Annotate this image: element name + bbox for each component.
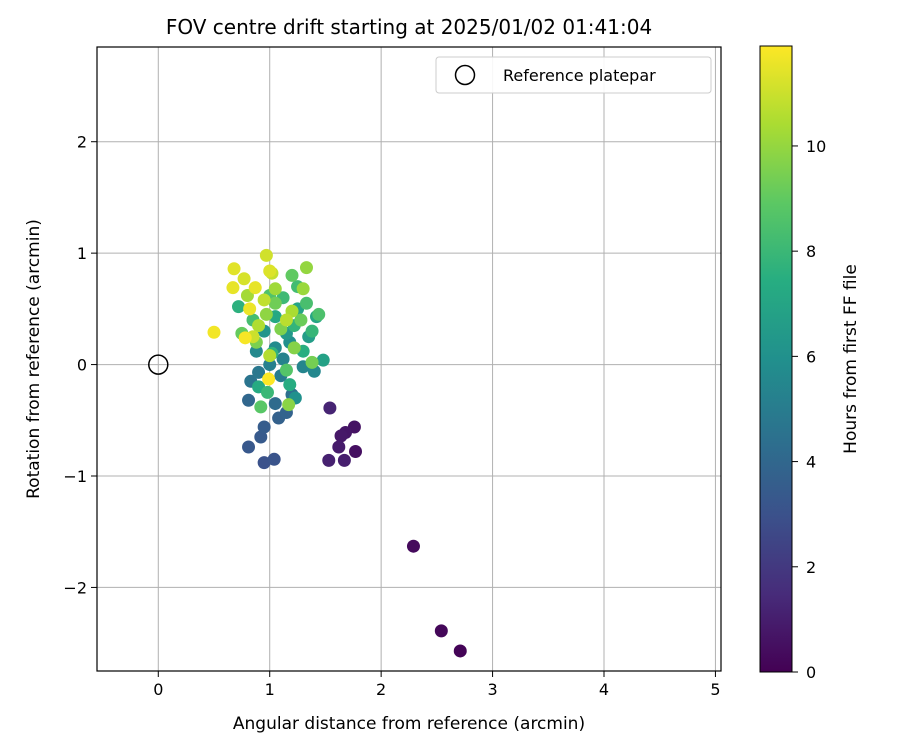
data-points: [207, 248, 467, 658]
data-point: [332, 440, 346, 454]
y-tick-label: 0: [77, 356, 87, 375]
legend-marker-icon: [454, 64, 476, 86]
data-point: [226, 281, 240, 295]
data-point: [227, 262, 241, 276]
y-axis: −2 −1 0 1 2: [63, 133, 97, 597]
x-tick-label: 3: [487, 680, 497, 699]
data-point: [268, 397, 282, 411]
data-point: [238, 331, 252, 345]
data-point: [262, 372, 276, 386]
data-point: [334, 429, 348, 443]
colorbar-label: Hours from first FF file: [841, 264, 861, 454]
data-point: [305, 324, 319, 338]
data-point: [316, 353, 330, 367]
reference-platepar-marker: [148, 354, 169, 375]
data-point: [263, 358, 277, 372]
data-point: [248, 281, 262, 295]
y-axis-label: Rotation from reference (arcmin): [24, 219, 44, 499]
data-point: [337, 453, 351, 467]
data-point: [282, 398, 296, 412]
data-point: [254, 430, 268, 444]
data-point: [296, 282, 310, 296]
data-point: [243, 302, 257, 316]
colorbar-tick-label: 0: [806, 663, 816, 682]
data-point: [406, 539, 420, 553]
colorbar-tick-label: 10: [806, 137, 826, 156]
x-tick-label: 0: [153, 680, 163, 699]
chart-title: FOV centre drift starting at 2025/01/02 …: [166, 15, 652, 39]
x-axis-label: Angular distance from reference (arcmin): [233, 714, 585, 734]
data-point: [259, 307, 273, 321]
data-point: [305, 355, 319, 369]
data-point: [349, 444, 363, 458]
data-point: [267, 452, 281, 466]
colorbar: 0 2 4 6 8 10 Hours from first FF file: [759, 45, 861, 682]
colorbar-tick-label: 6: [806, 347, 816, 366]
data-point: [257, 420, 271, 434]
data-point: [323, 401, 337, 415]
data-point: [257, 456, 271, 470]
y-tick-label: 2: [77, 133, 87, 152]
data-point: [299, 261, 313, 275]
data-point: [279, 313, 293, 327]
data-point: [453, 644, 467, 658]
x-tick-label: 2: [376, 680, 386, 699]
data-point: [283, 378, 297, 392]
data-point: [268, 296, 282, 310]
data-point: [294, 313, 308, 327]
legend-entry-reference-platepar: Reference platepar: [503, 66, 656, 85]
grid-lines: [97, 47, 721, 671]
plot-frame: [96, 46, 722, 672]
data-point: [434, 624, 448, 638]
data-point: [268, 282, 282, 296]
data-point: [285, 268, 299, 282]
data-point: [312, 307, 326, 321]
data-point: [252, 365, 266, 379]
data-point: [257, 293, 271, 307]
legend-box: [435, 56, 712, 94]
y-tick-label: 1: [77, 244, 87, 263]
colorbar-ticks: 0 2 4 6 8 10: [792, 137, 826, 682]
data-point: [252, 319, 266, 333]
data-point: [207, 325, 221, 339]
x-tick-label: 1: [265, 680, 275, 699]
data-point: [254, 400, 268, 414]
colorbar-tick-label: 8: [806, 242, 816, 261]
data-point: [242, 393, 256, 407]
data-point: [259, 248, 273, 262]
legend: Reference platepar: [435, 56, 712, 94]
y-tick-label: −2: [63, 578, 87, 597]
data-point: [249, 344, 263, 358]
colorbar-tick-label: 2: [806, 558, 816, 577]
data-point: [237, 272, 251, 286]
x-tick-label: 4: [599, 680, 609, 699]
data-point: [287, 341, 301, 355]
data-point: [276, 352, 290, 366]
data-point: [232, 300, 246, 314]
data-point: [260, 385, 274, 399]
data-point: [263, 349, 277, 363]
colorbar-gradient: [759, 45, 793, 673]
data-point: [263, 264, 277, 278]
colorbar-tick-label: 4: [806, 453, 816, 472]
data-point: [279, 363, 293, 377]
data-point: [322, 453, 336, 467]
y-tick-label: −1: [63, 467, 87, 486]
x-axis: 0 1 2 3 4 5: [153, 671, 721, 699]
x-tick-label: 5: [710, 680, 720, 699]
data-point: [242, 440, 256, 454]
data-point: [299, 296, 313, 310]
